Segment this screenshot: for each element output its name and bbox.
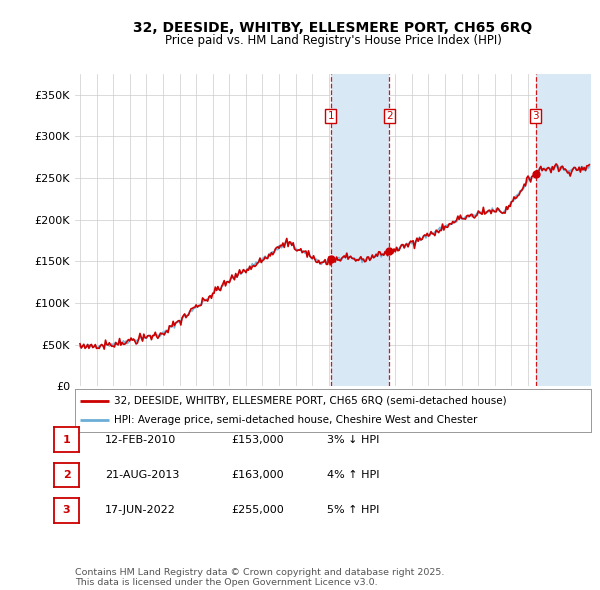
- Text: 4% ↑ HPI: 4% ↑ HPI: [327, 470, 380, 480]
- Text: £163,000: £163,000: [231, 470, 284, 480]
- Text: 17-JUN-2022: 17-JUN-2022: [105, 506, 176, 515]
- Text: £153,000: £153,000: [231, 435, 284, 444]
- Bar: [331, 74, 389, 386]
- Text: 21-AUG-2013: 21-AUG-2013: [105, 470, 179, 480]
- Text: 2: 2: [386, 111, 392, 121]
- Text: 1: 1: [328, 111, 334, 121]
- Text: 3: 3: [532, 111, 539, 121]
- Text: 2: 2: [63, 470, 70, 480]
- Text: 5% ↑ HPI: 5% ↑ HPI: [327, 506, 379, 515]
- Text: 1: 1: [63, 435, 70, 444]
- Text: 32, DEESIDE, WHITBY, ELLESMERE PORT, CH65 6RQ: 32, DEESIDE, WHITBY, ELLESMERE PORT, CH6…: [133, 21, 533, 35]
- Text: 32, DEESIDE, WHITBY, ELLESMERE PORT, CH65 6RQ (semi-detached house): 32, DEESIDE, WHITBY, ELLESMERE PORT, CH6…: [114, 396, 506, 406]
- Text: HPI: Average price, semi-detached house, Cheshire West and Chester: HPI: Average price, semi-detached house,…: [114, 415, 477, 425]
- Text: 3% ↓ HPI: 3% ↓ HPI: [327, 435, 379, 444]
- Text: 3: 3: [63, 506, 70, 515]
- Text: £255,000: £255,000: [231, 506, 284, 515]
- Text: 12-FEB-2010: 12-FEB-2010: [105, 435, 176, 444]
- Text: Contains HM Land Registry data © Crown copyright and database right 2025.
This d: Contains HM Land Registry data © Crown c…: [75, 568, 445, 587]
- Text: Price paid vs. HM Land Registry's House Price Index (HPI): Price paid vs. HM Land Registry's House …: [164, 34, 502, 47]
- Bar: [536, 74, 591, 386]
